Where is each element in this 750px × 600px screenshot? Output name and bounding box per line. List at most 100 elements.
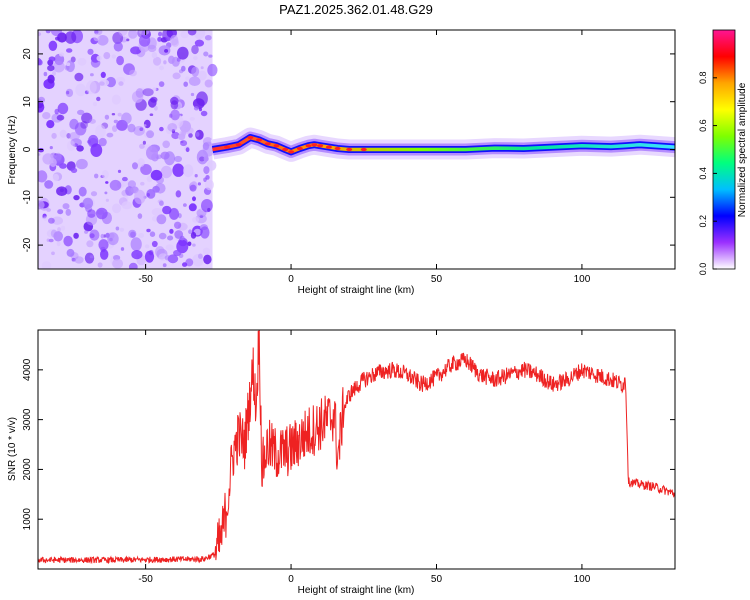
noise-speckle — [90, 191, 98, 197]
noise-speckle — [168, 55, 175, 64]
noise-speckle — [66, 248, 75, 257]
noise-speckle — [100, 71, 106, 78]
noise-speckle — [207, 63, 218, 77]
noise-speckle — [38, 200, 45, 210]
noise-speckle — [103, 52, 111, 60]
trace-peak — [282, 147, 289, 152]
spectrogram-y-label: Frequency (Hz) — [7, 116, 18, 185]
noise-speckle — [77, 57, 87, 66]
noise-speckle — [152, 87, 157, 91]
noise-region — [38, 30, 218, 269]
noise-speckle — [189, 184, 197, 192]
noise-speckle — [77, 109, 85, 116]
noise-speckle — [106, 132, 114, 138]
trace-peak — [296, 146, 303, 151]
noise-speckle — [105, 181, 109, 184]
figure-title: PAZ1.2025.362.01.48.G29 — [279, 2, 433, 17]
noise-speckle — [96, 96, 101, 102]
noise-speckle — [140, 164, 152, 175]
noise-speckle — [167, 254, 179, 264]
noise-speckle — [159, 126, 164, 132]
noise-speckle — [38, 96, 45, 104]
noise-speckle — [193, 56, 198, 61]
noise-speckle — [129, 69, 137, 77]
noise-speckle — [113, 119, 119, 124]
noise-speckle — [84, 252, 95, 264]
noise-speckle — [57, 32, 67, 43]
noise-speckle — [174, 230, 184, 239]
noise-speckle — [167, 123, 178, 132]
y-tick-label: 2000 — [22, 458, 33, 481]
colorbar-ticks: 0.0 0.2 0.4 0.6 0.8 — [698, 72, 717, 275]
colorbar-label: Normalized spectral amplitude — [737, 82, 748, 217]
noise-speckle — [51, 132, 57, 139]
signal-trace — [210, 127, 675, 162]
noise-speckle — [134, 189, 146, 205]
noise-speckle — [207, 207, 211, 212]
noise-speckle — [43, 216, 48, 221]
noise-speckle — [94, 173, 99, 179]
trace-peak — [334, 146, 341, 151]
colorbar-tick-label: 0.4 — [698, 167, 708, 180]
x-tick-label: -50 — [138, 574, 153, 585]
noise-speckle — [121, 201, 132, 210]
noise-speckle — [142, 88, 154, 97]
noise-speckle — [42, 112, 51, 120]
noise-speckle — [93, 33, 100, 42]
snr-plot-frame — [37, 329, 676, 570]
noise-speckle — [204, 35, 212, 41]
noise-speckle — [150, 96, 158, 103]
noise-speckle — [89, 255, 94, 259]
noise-speckle — [76, 145, 84, 152]
noise-speckle — [68, 132, 80, 141]
snr-line-layer — [38, 330, 675, 565]
noise-speckle — [73, 232, 79, 239]
trace-peak — [235, 143, 242, 147]
noise-speckle — [95, 124, 106, 138]
snr-x-label: Height of straight line (km) — [298, 585, 415, 596]
noise-speckle — [182, 262, 188, 267]
noise-speckle — [52, 60, 65, 73]
noise-speckle — [151, 208, 163, 216]
noise-speckle — [65, 208, 72, 216]
noise-speckle — [66, 48, 73, 53]
noise-speckle — [188, 76, 201, 86]
noise-speckle — [86, 80, 97, 95]
noise-speckle — [183, 164, 194, 178]
trace-peak — [247, 135, 254, 140]
noise-speckle — [89, 229, 100, 241]
noise-speckle — [118, 30, 128, 36]
noise-speckle — [128, 229, 137, 239]
noise-speckle — [200, 66, 204, 70]
noise-speckle — [97, 262, 103, 268]
noise-speckle — [117, 112, 122, 117]
noise-speckle — [50, 30, 62, 37]
noise-speckle — [46, 120, 55, 129]
y-tick-label: -10 — [22, 190, 33, 205]
noise-speckle — [101, 211, 112, 225]
noise-speckle — [159, 200, 164, 206]
noise-speckle — [188, 203, 197, 212]
noise-speckle — [199, 215, 204, 219]
x-tick-label: -50 — [138, 274, 153, 285]
noise-speckle — [136, 253, 140, 258]
noise-speckle — [167, 235, 174, 241]
snr-y-axis: 1000 2000 3000 4000 — [22, 358, 675, 530]
trace-peak — [346, 147, 353, 152]
noise-speckle — [117, 169, 122, 173]
noise-speckle — [59, 188, 64, 192]
noise-speckle — [193, 30, 206, 40]
noise-speckle — [105, 76, 116, 88]
noise-speckle — [60, 225, 66, 231]
noise-speckle — [206, 160, 217, 171]
noise-speckle — [190, 92, 195, 97]
noise-speckle — [203, 51, 209, 57]
noise-speckle — [66, 140, 76, 151]
noise-speckle — [177, 133, 186, 140]
snr-y-label: SNR (10 * v/v) — [7, 417, 18, 481]
noise-speckle — [96, 35, 109, 46]
noise-speckle — [151, 240, 158, 248]
noise-speckle — [59, 163, 67, 169]
noise-speckle — [87, 209, 96, 218]
